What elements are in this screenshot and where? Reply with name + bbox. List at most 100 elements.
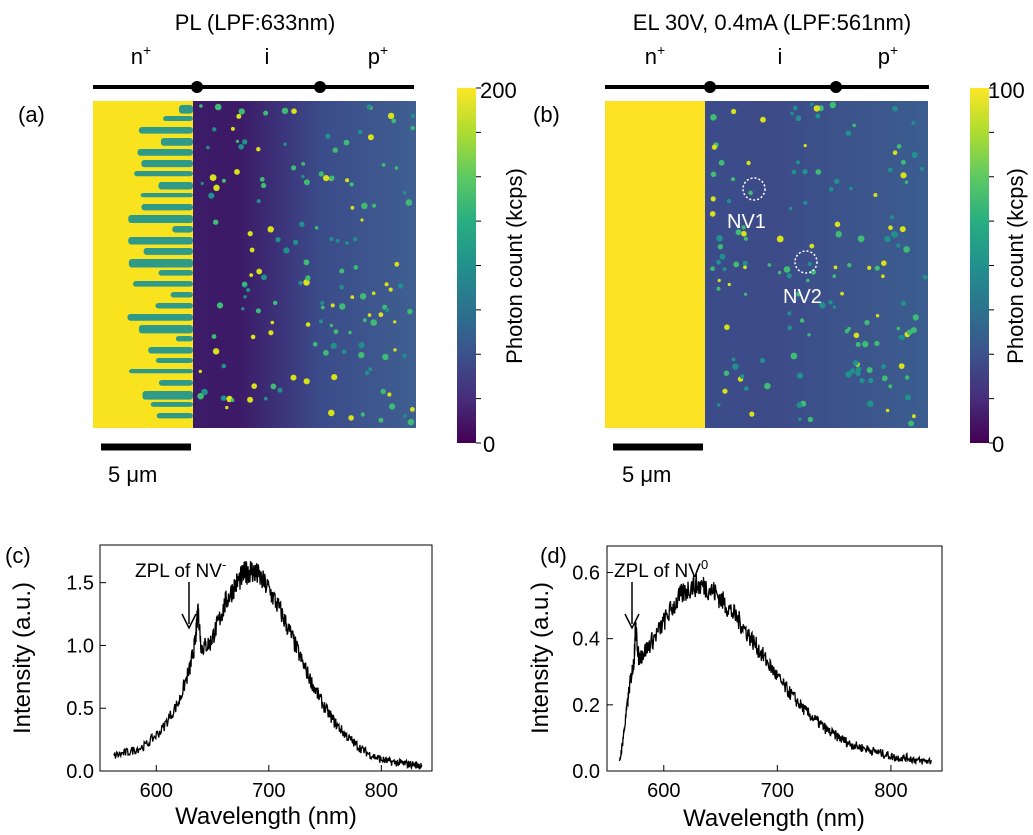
- finger-texture: [155, 358, 193, 363]
- nv-center-spot: [744, 292, 748, 296]
- nv-center-spot: [911, 121, 916, 125]
- nv-center-spot: [238, 108, 245, 115]
- nv-center-spot: [361, 202, 368, 209]
- finger-texture: [141, 204, 193, 211]
- nv-center-spot: [799, 318, 805, 323]
- nv-center-spot: [881, 375, 888, 382]
- nv-center-spot: [855, 366, 862, 373]
- nv-center-spot: [852, 123, 856, 128]
- nv-center-spot: [726, 198, 732, 204]
- nv-center-spot: [807, 333, 811, 337]
- nv-center-spot: [832, 305, 837, 309]
- nv-center-spot: [803, 144, 807, 148]
- nv-center-spot: [891, 231, 898, 238]
- nv-center-spot: [866, 400, 874, 408]
- x-tick-label: 700: [761, 780, 794, 802]
- finger-texture: [163, 116, 193, 122]
- nv-center-spot: [291, 108, 297, 114]
- nv-center-spot: [268, 330, 274, 336]
- nv-center-spot: [298, 280, 303, 286]
- panel-a-region-i: i: [265, 44, 270, 69]
- finger-texture: [129, 369, 193, 374]
- nv-center-spot: [896, 144, 902, 149]
- nv-center-spot: [234, 169, 240, 175]
- nv-center-spot: [220, 395, 227, 401]
- nv-center-spot: [341, 349, 347, 355]
- nv-center-spot: [788, 206, 793, 211]
- nv-center-spot: [213, 184, 220, 191]
- panel-c-arrow-head-icon: [181, 613, 197, 630]
- nv-center-spot: [749, 411, 755, 417]
- nv-center-spot: [303, 378, 310, 385]
- nv-center-spot: [261, 182, 267, 189]
- nv-center-spot: [834, 221, 841, 228]
- nv-center-spot: [867, 265, 872, 270]
- nv-center-spot: [847, 263, 852, 268]
- nv-center-spot: [358, 351, 365, 359]
- nv-center-spot: [275, 237, 281, 243]
- nv-center-spot: [348, 415, 354, 421]
- panel-c-xlabel: Wavelength (nm): [175, 803, 357, 830]
- nv-center-spot: [371, 291, 376, 296]
- nv-center-spot: [291, 165, 297, 171]
- nv-center-spot: [899, 335, 905, 341]
- nv-center-spot: [716, 259, 721, 265]
- nv-center-spot: [885, 408, 890, 413]
- nv-center-spot: [410, 407, 415, 412]
- nv-center-spot: [716, 286, 721, 291]
- nv-center-spot: [844, 329, 849, 334]
- nv-center-spot: [328, 409, 335, 417]
- nv-center-spot: [815, 169, 822, 175]
- nv-center-spot: [200, 181, 204, 186]
- nv-center-spot: [908, 420, 914, 427]
- nv-center-spot: [349, 182, 354, 187]
- nv-center-spot: [407, 308, 413, 315]
- nv-center-spot: [719, 253, 726, 260]
- nv-center-spot: [904, 394, 911, 401]
- nv-center-spot: [393, 320, 397, 324]
- nv-center-spot: [387, 392, 392, 397]
- nv-center-spot: [742, 260, 748, 266]
- nv-center-spot: [803, 200, 808, 205]
- nv-center-spot: [221, 363, 227, 369]
- y-tick-label: 0.6: [572, 562, 600, 584]
- nv-center-spot: [367, 134, 374, 141]
- panel-b-region-n: n+: [645, 42, 665, 69]
- nv-center-spot: [764, 382, 771, 390]
- y-tick-label: 1.0: [66, 635, 94, 657]
- finger-texture: [175, 336, 193, 342]
- nv-center-spot: [833, 265, 838, 270]
- nv-center-spot: [330, 303, 335, 308]
- nv-center-spot: [829, 101, 836, 109]
- nv-center-spot: [250, 334, 256, 340]
- nv-center-spot: [777, 270, 782, 275]
- nv-center-spot: [900, 300, 907, 307]
- panel-a-map: [93, 101, 416, 428]
- nv-center-spot: [333, 329, 339, 335]
- nv-center-spot: [710, 171, 717, 178]
- nv-center-spot: [270, 383, 277, 390]
- nv-center-spot: [828, 300, 833, 305]
- nv-center-spot: [209, 174, 217, 182]
- nv-center-spot: [783, 266, 791, 273]
- panel-c-annotation: ZPL of NV-: [135, 557, 226, 582]
- nv-center-spot: [410, 113, 416, 119]
- nv-center-spot: [378, 312, 384, 318]
- nv-center-spot: [899, 226, 906, 233]
- finger-texture: [158, 182, 193, 190]
- nv-center-spot: [711, 144, 718, 150]
- finger-texture: [150, 402, 193, 407]
- nv-center-spot: [259, 177, 265, 182]
- panel-b-colorbar: [970, 88, 989, 443]
- nv-center-spot: [267, 226, 274, 233]
- nv-center-spot: [329, 323, 334, 328]
- nv-center-spot: [796, 372, 804, 379]
- nv-center-spot: [367, 313, 372, 317]
- x-tick-label: 800: [365, 780, 398, 802]
- nv-center-spot: [832, 274, 836, 279]
- nv-center-spot: [331, 374, 338, 381]
- nv-center-spot: [748, 190, 753, 196]
- y-tick-label: 0.0: [572, 761, 600, 783]
- nv-center-spot: [325, 133, 331, 139]
- nv-center-spot: [881, 274, 885, 279]
